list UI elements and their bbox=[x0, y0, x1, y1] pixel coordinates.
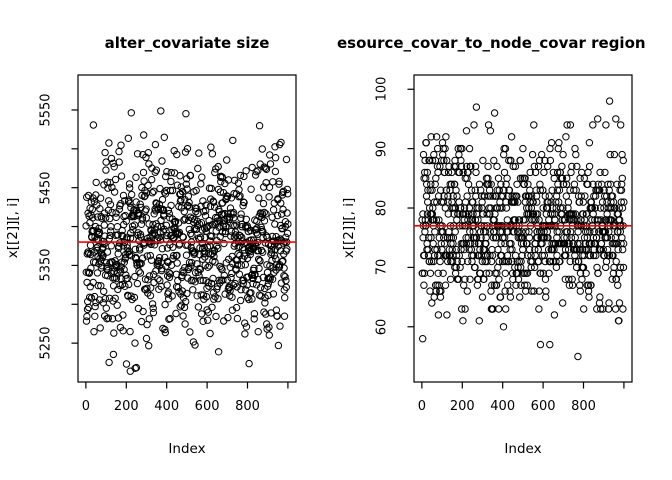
y-tick-label: 80 bbox=[374, 199, 390, 217]
y-tick-label: 5450 bbox=[38, 171, 54, 205]
right-y-axis-label: x[[2]][, i] bbox=[341, 197, 357, 259]
left-x-axis-label: Index bbox=[168, 441, 206, 457]
left-y-axis-label: x[[2]][, i] bbox=[5, 197, 21, 259]
y-axis-ticks bbox=[407, 88, 414, 328]
y-tick-label: 90 bbox=[374, 140, 390, 157]
x-tick-label: 800 bbox=[571, 399, 596, 414]
x-tick-label: 800 bbox=[235, 399, 260, 414]
x-tick-label: 400 bbox=[154, 399, 180, 414]
right-plot-title-clip: esource_covar_to_node_covar region bbox=[336, 33, 672, 55]
y-tick-label: 100 bbox=[374, 76, 390, 102]
panel-0 bbox=[71, 74, 297, 389]
y-tick-label: 70 bbox=[374, 259, 390, 276]
panel-1 bbox=[407, 74, 633, 389]
x-tick-label: 0 bbox=[81, 399, 91, 414]
y-tick-label: 5550 bbox=[38, 93, 54, 127]
plot-box bbox=[413, 74, 633, 383]
y-tick-label: 5250 bbox=[38, 326, 54, 360]
x-axis-ticks bbox=[85, 382, 289, 389]
y-tick-label: 5350 bbox=[38, 248, 54, 282]
left-plot-title: alter_covariate size bbox=[104, 34, 270, 52]
x-tick-label: 200 bbox=[449, 399, 475, 414]
right-plot-title: esource_covar_to_node_covar region bbox=[337, 34, 646, 52]
scatter-points bbox=[418, 97, 628, 361]
y-tick-label: 60 bbox=[374, 318, 390, 336]
x-tick-label: 400 bbox=[490, 399, 516, 414]
scatter-points bbox=[82, 107, 292, 375]
plot-box bbox=[77, 74, 297, 383]
right-x-axis-label: Index bbox=[504, 441, 542, 457]
x-axis-ticks bbox=[421, 382, 625, 389]
x-tick-label: 200 bbox=[113, 399, 139, 414]
y-axis-ticks bbox=[71, 109, 78, 344]
x-tick-label: 600 bbox=[530, 399, 556, 414]
x-tick-label: 0 bbox=[417, 399, 427, 414]
x-tick-label: 600 bbox=[194, 399, 220, 414]
